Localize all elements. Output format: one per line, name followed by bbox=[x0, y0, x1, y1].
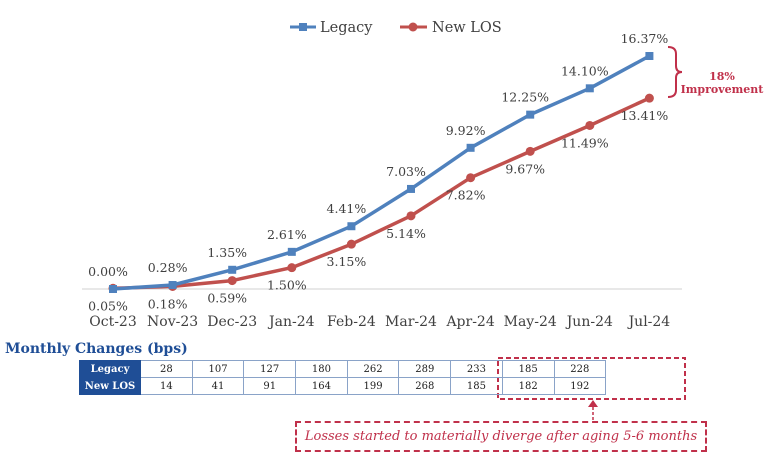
legend-newlos-marker bbox=[408, 22, 418, 32]
table-cell: 233 bbox=[450, 360, 503, 378]
legacy-point bbox=[466, 143, 475, 152]
newlos-point bbox=[227, 276, 237, 286]
legacy-point bbox=[109, 285, 117, 293]
table-cell: 127 bbox=[243, 360, 297, 378]
legacy-series-line bbox=[112, 54, 651, 291]
table-cell: 180 bbox=[295, 360, 348, 378]
legacy-point bbox=[526, 110, 535, 119]
x-tick-label: Jun-24 bbox=[565, 314, 613, 330]
newlos-point bbox=[287, 263, 297, 273]
newlos-data-label: 7.82% bbox=[446, 188, 486, 203]
legacy-data-label: 7.03% bbox=[386, 164, 426, 179]
newlos-data-label: 0.05% bbox=[88, 298, 128, 313]
table-cell: 107 bbox=[191, 360, 245, 378]
newlos-series-line bbox=[112, 96, 651, 291]
table-cell: 91 bbox=[243, 377, 297, 395]
table-cell: 228 bbox=[553, 360, 607, 378]
legend-legacy-label: Legacy bbox=[320, 20, 373, 36]
legend-legacy-marker bbox=[299, 23, 307, 31]
table-cell: 262 bbox=[346, 360, 400, 378]
table-title: Monthly Changes (bps) bbox=[5, 341, 188, 357]
table-cell: 14 bbox=[140, 377, 193, 395]
x-tick-label: Jul-24 bbox=[627, 314, 671, 330]
newlos-point bbox=[585, 120, 595, 130]
x-tick-label: Feb-24 bbox=[327, 314, 376, 330]
legacy-data-label: 4.41% bbox=[327, 201, 367, 216]
x-axis-ticks: Oct-23 Nov-23 Dec-23 Jan-24 Feb-24 Mar-24 Apr-… bbox=[89, 314, 670, 330]
legacy-point bbox=[407, 184, 415, 193]
legacy-data-label: 0.00% bbox=[88, 264, 128, 279]
legacy-data-label: 0.28% bbox=[148, 260, 188, 275]
table-cell: 41 bbox=[191, 377, 245, 395]
legend: Legacy New LOS bbox=[290, 20, 502, 36]
table-row: Legacy 28 107 127 180 262 289 233 185 22… bbox=[79, 360, 607, 378]
legend-newlos-label: New LOS bbox=[432, 20, 502, 36]
newlos-data-label: 11.49% bbox=[561, 135, 609, 150]
legacy-data-label: 1.35% bbox=[207, 245, 247, 260]
legacy-data-label: 16.37% bbox=[621, 31, 669, 46]
newlos-point bbox=[346, 239, 356, 249]
newlos-data-label: 13.41% bbox=[621, 108, 669, 123]
legacy-data-label: 12.25% bbox=[501, 90, 549, 105]
table-cell: 192 bbox=[553, 377, 607, 395]
legacy-point bbox=[168, 281, 177, 290]
newlos-data-label: 0.59% bbox=[207, 291, 247, 306]
table-cell: 164 bbox=[295, 377, 348, 395]
improvement-callout: 18% Improvement bbox=[667, 46, 765, 98]
newlos-point bbox=[406, 211, 416, 221]
table-cell: 28 bbox=[140, 360, 193, 378]
newlos-point bbox=[525, 146, 535, 156]
table-cell: 268 bbox=[398, 377, 452, 395]
table-cell: 199 bbox=[346, 377, 400, 395]
table-cell: 182 bbox=[501, 377, 555, 395]
x-tick-label: Dec-23 bbox=[207, 314, 257, 330]
legacy-point bbox=[228, 265, 237, 274]
x-tick-label: Mar-24 bbox=[385, 314, 437, 330]
newlos-data-label: 3.15% bbox=[327, 254, 367, 269]
x-tick-label: Oct-23 bbox=[89, 314, 137, 330]
improvement-brace bbox=[667, 46, 683, 98]
plot-area: 0.05% 0.18% 0.59% 1.50% 3.15% 5.14% 7.82% 9.67%… bbox=[88, 31, 668, 313]
legacy-data-label: 2.61% bbox=[267, 227, 307, 242]
newlos-data-label: 9.67% bbox=[505, 161, 545, 176]
legacy-point bbox=[645, 52, 654, 60]
x-tick-label: May-24 bbox=[504, 314, 557, 330]
newlos-point bbox=[644, 93, 654, 103]
improvement-percent: 18% bbox=[709, 70, 735, 83]
newlos-data-label: 5.14% bbox=[386, 226, 426, 241]
x-tick-label: Jan-24 bbox=[267, 314, 315, 330]
improvement-label: Improvement bbox=[681, 83, 765, 96]
legacy-point bbox=[585, 84, 594, 93]
legacy-point bbox=[287, 247, 296, 256]
divergence-note: Losses started to materially diverge aft… bbox=[295, 421, 707, 452]
legacy-data-label: 9.92% bbox=[446, 123, 486, 138]
newlos-data-label: 0.18% bbox=[148, 296, 188, 311]
table-cell: 185 bbox=[450, 377, 503, 395]
row-header-newlos: New LOS bbox=[79, 377, 141, 395]
newlos-data-label: 1.50% bbox=[267, 278, 307, 293]
legacy-point bbox=[347, 222, 356, 231]
note-arrowhead bbox=[588, 400, 598, 407]
table-row: New LOS 14 41 91 164 199 268 185 182 192 bbox=[79, 377, 607, 395]
table-cell: 289 bbox=[398, 360, 452, 378]
x-tick-label: Nov-23 bbox=[147, 314, 198, 330]
monthly-changes-table: Legacy 28 107 127 180 262 289 233 185 22… bbox=[79, 360, 607, 395]
legacy-data-label: 14.10% bbox=[561, 63, 609, 78]
row-header-legacy: Legacy bbox=[79, 360, 141, 378]
table-cell: 185 bbox=[501, 360, 555, 378]
x-tick-label: Apr-24 bbox=[445, 314, 494, 330]
newlos-point bbox=[466, 173, 476, 183]
